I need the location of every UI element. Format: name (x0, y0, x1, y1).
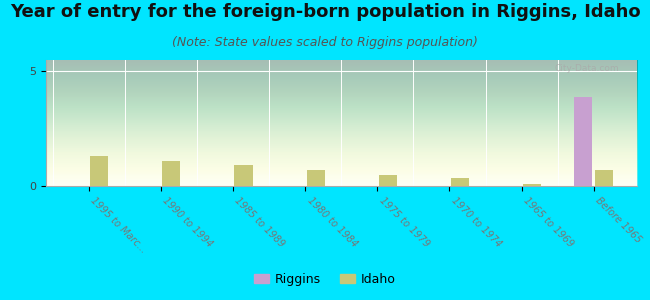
Text: City-Data.com: City-Data.com (554, 64, 619, 73)
Bar (162, 161, 181, 186)
Bar (307, 170, 324, 186)
Legend: Riggins, Idaho: Riggins, Idaho (249, 268, 401, 291)
Bar (451, 178, 469, 186)
Bar (523, 184, 541, 186)
Bar (574, 97, 592, 186)
Bar (90, 156, 109, 186)
Text: (Note: State values scaled to Riggins population): (Note: State values scaled to Riggins po… (172, 36, 478, 49)
Text: Year of entry for the foreign-born population in Riggins, Idaho: Year of entry for the foreign-born popul… (10, 3, 640, 21)
Bar (379, 175, 396, 186)
Bar (595, 170, 613, 186)
Bar (235, 165, 252, 186)
